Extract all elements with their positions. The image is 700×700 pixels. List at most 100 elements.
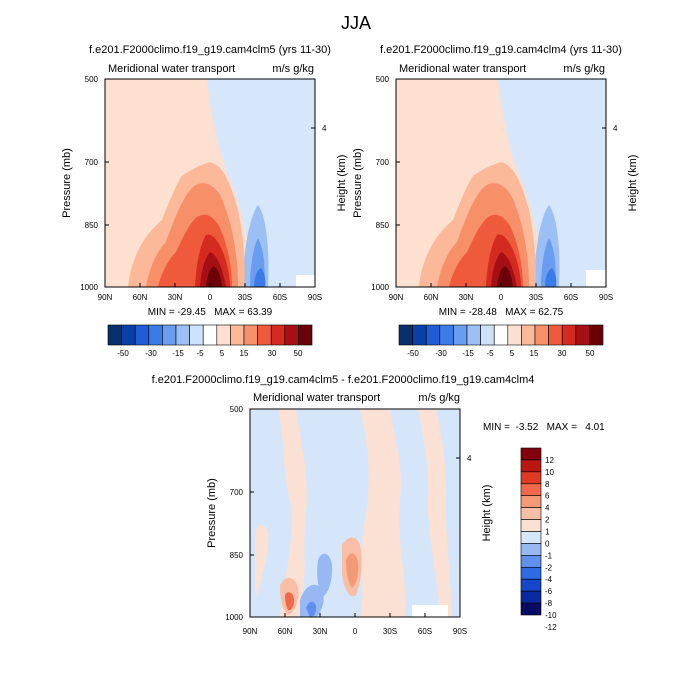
x-tick-label: 0 <box>208 293 213 302</box>
colorbar-label: 15 <box>530 349 539 358</box>
colorbar-label: 10 <box>545 468 554 477</box>
y-tick-label: 700 <box>230 488 244 497</box>
colorbar-swatch <box>257 324 272 346</box>
colorbar-label: -1 <box>545 551 553 560</box>
x-tick-label: 0 <box>353 627 358 636</box>
x-tick-label: 60N <box>278 627 293 636</box>
x-tick-label: 30S <box>529 293 543 302</box>
colorbar-swatch <box>243 324 258 346</box>
colorbar-swatch <box>493 324 509 346</box>
colorbar-swatch <box>507 324 522 346</box>
panel-clm4: f.e201.F2000climo.f19_g19.cam4clm4 (yrs … <box>352 44 639 358</box>
colorbar-label: 5 <box>510 349 515 358</box>
right-tick-label: 4 <box>467 454 472 463</box>
y-tick-label: 1000 <box>371 283 389 292</box>
panel-title: f.e201.F2000climo.f19_g19.cam4clm5 (yrs … <box>89 44 331 56</box>
x-tick-label: 30N <box>459 293 474 302</box>
panel-units: m/s g/kg <box>272 63 314 75</box>
colorbar-label: 1 <box>545 528 550 537</box>
colorbar-swatch <box>148 324 163 346</box>
colorbar-swatch <box>520 602 542 616</box>
min-max-stats: MIN = -29.45 MAX = 63.39 <box>148 307 273 318</box>
colorbar-label: 50 <box>294 349 303 358</box>
colorbar-swatch <box>520 519 542 532</box>
panel-title: f.e201.F2000climo.f19_g19.cam4clm4 (yrs … <box>380 44 622 56</box>
x-axis: 90N 60N 30N 0 30S 60S 90S <box>243 613 467 636</box>
colorbar-label: -15 <box>462 349 474 358</box>
colorbar-label: -2 <box>545 563 553 572</box>
colorbar-swatch <box>534 324 549 346</box>
colorbar-label: -10 <box>545 611 557 620</box>
panel-units: m/s g/kg <box>418 392 460 404</box>
colorbar-swatch <box>589 324 604 346</box>
colorbar-swatch <box>439 324 454 346</box>
x-tick-label: 30N <box>168 293 183 302</box>
colorbar-swatch <box>412 324 427 346</box>
figure-title: JJA <box>341 13 371 33</box>
x-tick-label: 0 <box>499 293 504 302</box>
colorbar-swatch <box>270 324 286 346</box>
colorbar-label: -30 <box>435 349 447 358</box>
x-tick-label: 60N <box>424 293 439 302</box>
colorbar-label: -50 <box>407 349 419 358</box>
colorbar-label: -30 <box>145 349 157 358</box>
y-tick-label: 700 <box>85 158 99 167</box>
colorbar-swatch <box>520 531 542 544</box>
y-axis-right: 4 Height (km) <box>311 124 348 211</box>
colorbar-swatch <box>284 324 299 346</box>
colorbar-swatch <box>520 543 542 556</box>
x-tick-label: 30S <box>383 627 397 636</box>
colorbar-swatch <box>520 507 542 520</box>
colorbar-label: -8 <box>545 599 553 608</box>
colorbar-swatch <box>425 324 441 346</box>
x-tick-label: 90N <box>243 627 258 636</box>
colorbar-label: 30 <box>268 349 277 358</box>
y-tick-label: 1000 <box>80 283 98 292</box>
colorbar-swatch <box>548 324 563 346</box>
colorbar-swatch <box>134 324 150 346</box>
colorbar-swatch <box>520 471 542 485</box>
colorbar-label: -5 <box>486 349 494 358</box>
colorbar-label: -4 <box>545 575 553 584</box>
colorbar-swatch <box>466 324 481 346</box>
contour-field <box>250 409 460 617</box>
min-max-stats: MIN = -3.52 MAX = 4.01 <box>483 422 605 433</box>
y-tick-label: 1000 <box>225 613 243 622</box>
y-axis-label: Pressure (mb) <box>61 148 73 218</box>
contour-field <box>396 79 606 287</box>
colorbar-swatch <box>520 566 542 580</box>
colorbar-label: 15 <box>240 349 249 358</box>
y-axis-label-right: Height (km) <box>627 155 639 212</box>
colorbar-swatch <box>521 324 536 346</box>
y-tick-label: 500 <box>376 75 390 84</box>
colorbar-swatch <box>480 324 495 346</box>
colorbar-label: 8 <box>545 480 550 489</box>
x-tick-label: 90N <box>98 293 113 302</box>
colorbar: -50 -30 -15 -5 5 15 30 50 <box>107 324 313 358</box>
y-tick-label: 850 <box>230 551 244 560</box>
colorbar-swatch <box>121 324 136 346</box>
colorbar-swatch <box>520 578 542 592</box>
y-axis-label: Pressure (mb) <box>352 148 364 218</box>
colorbar-label: 5 <box>220 349 225 358</box>
panel-left-label: Meridional water transport <box>253 392 380 404</box>
colorbar-swatch <box>202 324 218 346</box>
x-tick-label: 90S <box>453 627 467 636</box>
colorbar-swatch <box>520 459 542 473</box>
y-tick-label: 700 <box>376 158 390 167</box>
colorbar-swatch <box>453 324 468 346</box>
colorbar-swatch <box>230 324 245 346</box>
y-axis-label-right: Height (km) <box>336 155 348 212</box>
y-axis-right: 4 Height (km) <box>456 454 493 541</box>
colorbar-swatch <box>298 324 313 346</box>
colorbar-label: -12 <box>545 623 557 632</box>
right-tick-label: 4 <box>322 124 327 133</box>
contour-field <box>105 79 315 287</box>
colorbar-swatch <box>561 324 577 346</box>
y-tick-label: 850 <box>85 221 99 230</box>
panel-clm5: f.e201.F2000climo.f19_g19.cam4clm5 (yrs … <box>61 44 348 358</box>
y-axis: 500 700 850 1000 Pressure (mb) <box>61 75 109 292</box>
colorbar-label: 50 <box>586 349 595 358</box>
